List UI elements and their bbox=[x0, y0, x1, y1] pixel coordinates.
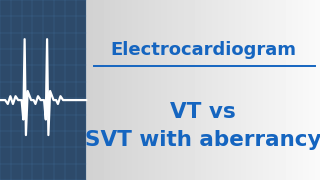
Text: Electrocardiogram: Electrocardiogram bbox=[110, 41, 296, 59]
Bar bbox=[0, 0, 86, 180]
Text: VT vs
SVT with aberrancy: VT vs SVT with aberrancy bbox=[85, 102, 320, 150]
